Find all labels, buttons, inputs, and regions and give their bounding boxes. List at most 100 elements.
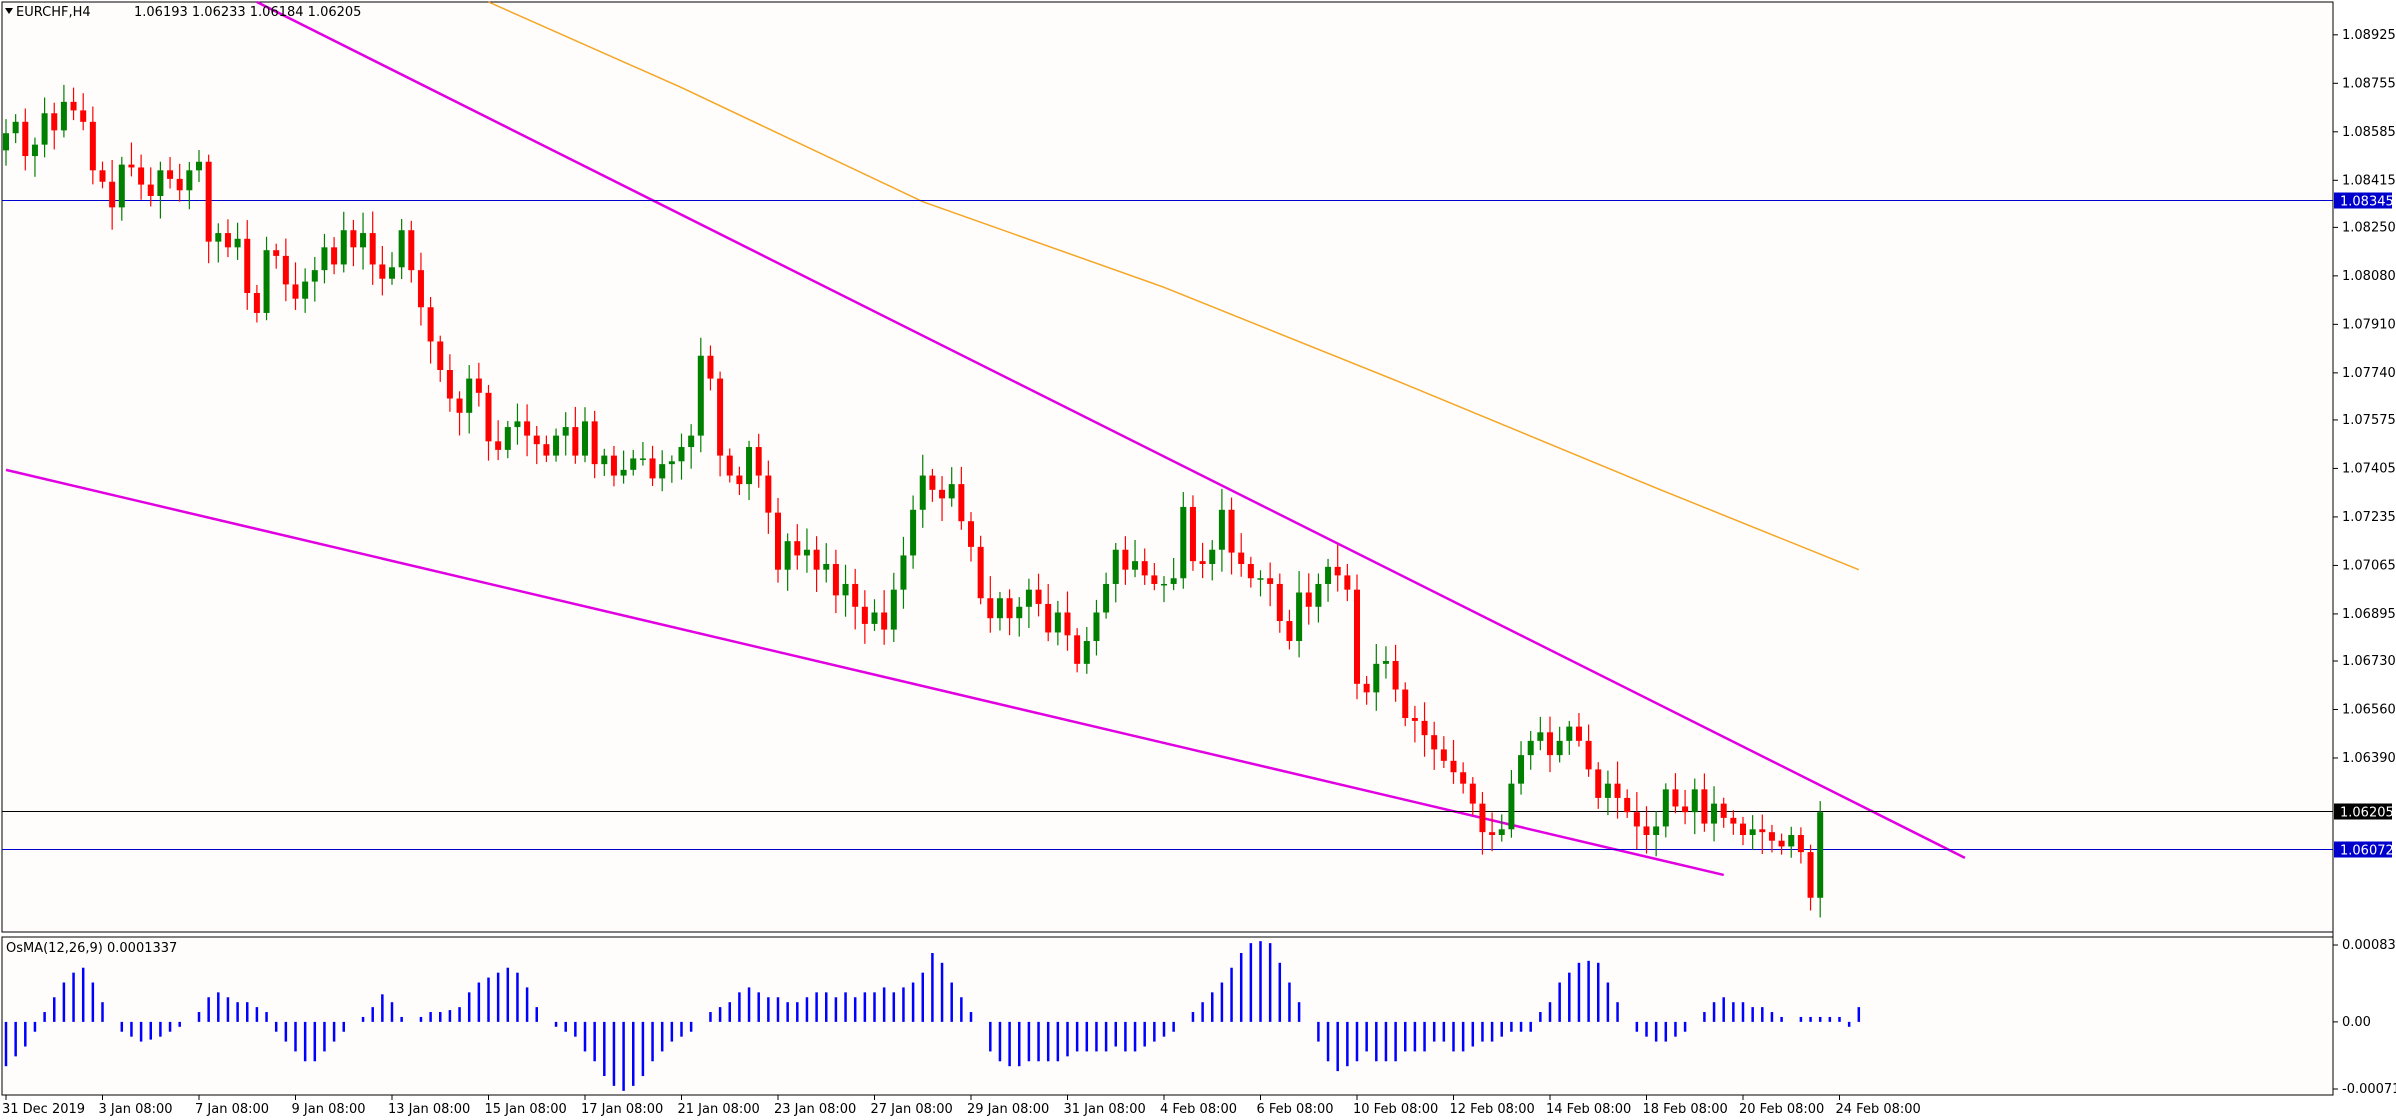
candle-body [1276,583,1283,622]
candle [1518,741,1525,795]
candle [379,245,386,296]
candle [1209,540,1216,581]
candle-body [51,113,58,131]
candle [861,590,868,644]
candle-body [852,583,859,607]
candle [456,391,463,436]
price-level-tag [2334,803,2392,820]
candle-body [582,421,588,456]
candle [1575,713,1582,747]
candle [900,536,907,609]
candle [668,455,675,483]
osma-pane[interactable] [1,936,2334,1096]
moving-average [488,1,1860,571]
candle [1228,497,1235,575]
candle-body [1296,592,1303,642]
x-tick-label: 4 Feb 08:00 [1160,1102,1237,1117]
horizontal-lines[interactable]: 1.08345 1.06205 1.06072 [2,192,2394,859]
candle-body [1595,769,1602,798]
candle-body [977,546,984,599]
candle-body [1556,740,1563,756]
osma-histogram [4,941,1861,1091]
candle [1276,573,1283,633]
candle [1595,762,1602,809]
price-axis: 1.08925 1.08755 1.08585 1.08415 1.08250 1.080… [2333,28,2396,766]
candle [224,219,231,258]
candle [852,568,859,630]
candle-body [823,563,830,570]
candle [485,384,492,461]
candle-body [1701,789,1708,824]
candle-body [1045,603,1052,633]
price-pane[interactable] [1,1,2334,933]
candle [697,337,704,453]
candle-body [784,541,791,570]
candle-body [1054,612,1061,633]
candle-body [707,355,714,379]
candle [1585,724,1592,777]
x-tick-label: 13 Jan 08:00 [388,1102,470,1117]
candle-body [186,170,193,191]
candle-body [1315,583,1322,607]
candle-body [495,441,502,450]
candle-body [282,255,289,285]
candle [1218,488,1225,572]
candle [437,335,444,382]
candle [1672,773,1679,814]
x-tick-label: 29 Jan 08:00 [967,1102,1049,1117]
candle-body [1228,509,1235,553]
candle-body [1392,660,1399,690]
candle [1189,495,1196,571]
candle-body [1325,566,1332,584]
candle [630,449,637,476]
osma-tick-label: 0.0008315 [2342,938,2396,953]
candle-body [1083,641,1090,664]
candle [1045,584,1052,642]
candle [408,220,415,283]
candle-body [832,563,839,596]
candle-body [1469,783,1476,804]
candle [215,223,222,263]
candle [1103,572,1110,619]
candle-body [1585,740,1592,770]
collapse-triangle-icon[interactable] [5,8,13,14]
candle [1614,761,1621,819]
x-tick-label: 21 Jan 08:00 [678,1102,760,1117]
x-tick-label: 10 Feb 08:00 [1353,1102,1438,1117]
candle [1363,675,1370,705]
trendlines[interactable] [5,0,1966,877]
x-tick-label: 7 Jan 08:00 [195,1102,269,1117]
candle [1054,600,1061,646]
candle-body [118,164,125,208]
candle [1093,599,1100,656]
candle-body [1797,835,1804,853]
candle [1286,609,1293,650]
candle [1653,810,1660,857]
candle-body [649,458,656,479]
candle [1016,597,1023,637]
y-tick-label: 1.07065 [2342,558,2396,573]
candle [1489,812,1496,852]
candle-body [620,469,627,476]
candle-body [717,378,724,456]
candle [1740,816,1746,846]
candle-body [1257,578,1264,580]
trendline[interactable] [256,0,1966,859]
candle [755,433,762,488]
candle-body [562,427,569,436]
candle-body [890,589,897,630]
candle [1315,573,1322,623]
candle-body [939,489,946,499]
candle-body [292,284,299,299]
candle [1633,792,1640,850]
trendline[interactable] [5,468,1724,877]
candle-body [639,458,646,460]
candle-body [1189,506,1196,562]
candle-body [1199,561,1206,564]
candle [678,433,685,480]
candle-body [417,270,424,308]
candle [1151,563,1158,591]
candle-body [1247,563,1254,579]
candle [1382,646,1389,679]
